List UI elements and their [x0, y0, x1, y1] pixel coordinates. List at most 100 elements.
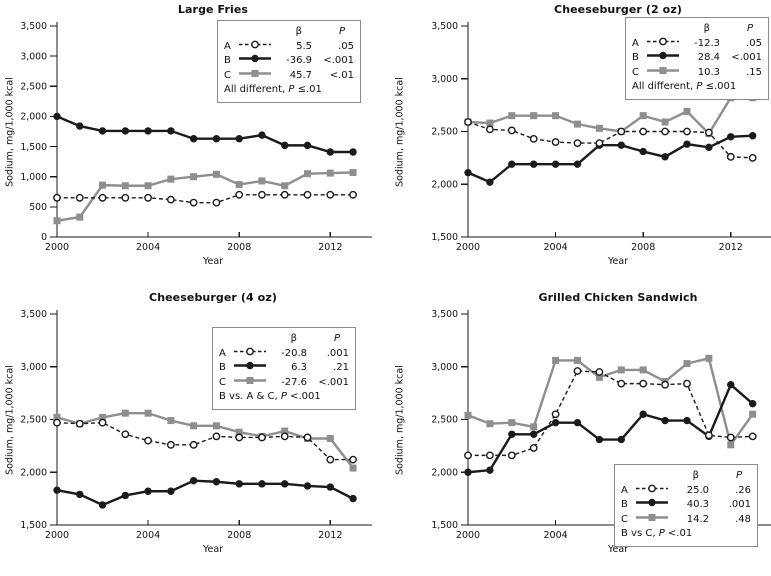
y-tick-label: 2,000 [20, 467, 47, 478]
y-tick-label: 3,000 [20, 362, 47, 373]
legend-series-name: B [224, 55, 231, 66]
legend-beta-value: -27.6 [281, 376, 307, 388]
legend-row-B: B 6.3 .21 [219, 360, 349, 375]
legend-p-value: .26 [735, 484, 751, 496]
legend-beta-header: β [290, 332, 297, 344]
legend-p-header: P [333, 332, 340, 344]
y-tick-label: 1,000 [20, 172, 47, 183]
chart-cheeseburger-2oz: Cheeseburger (2 oz) 1,500 2,000 2,500 3,000… [386, 0, 771, 288]
legend-beta-value: -36.9 [286, 55, 312, 66]
chart-title: Grilled Chicken Sandwich [538, 291, 698, 304]
chart-title: Cheeseburger (4 oz) [149, 291, 277, 304]
x-tick-label: 2000 [45, 530, 69, 541]
legend-marker-dashed-open-circle [239, 40, 271, 48]
x-axis-label: Year [607, 544, 629, 555]
legend-marker-solid-filled-square [636, 513, 668, 521]
legend-p-value: .48 [735, 513, 751, 525]
legend-series-name: C [632, 66, 639, 78]
y-tick-label: 3,500 [20, 309, 47, 320]
x-tick-label: 2000 [456, 242, 480, 253]
legend-box: β P A 25.0.26 B 40.3.001 C 14.2.48 B vs C, P <.0… [614, 464, 758, 547]
y-tick-label: 1,500 [20, 520, 47, 531]
legend-box: β P A -20.8.001 B 6.3.21 C -27.6 <.001 B vs. A & … [212, 327, 356, 410]
x-tick-label: 2004 [543, 242, 567, 253]
legend-beta-value: 5.5 [296, 40, 312, 52]
chart-title: Large Fries [177, 3, 249, 16]
y-axis-label: Sodium, mg/1,000 kcal [4, 364, 16, 475]
x-tick-label: 2012 [719, 242, 743, 253]
legend-beta-value: 14.2 [686, 513, 709, 525]
legend-series-name: A [219, 347, 226, 359]
legend-row-B: B -36.9 <.001 [224, 53, 354, 68]
y-tick-label: 2,500 [20, 81, 47, 92]
legend-marker-solid-filled-circle [234, 361, 266, 370]
series-C [53, 168, 357, 225]
legend-footnote: All different, P ≤.01 [224, 84, 322, 95]
legend-row-A: A 5.5 .05 [224, 39, 354, 54]
plot-area: 1,500 2,000 2,500 3,000 3,500 2000 2004 2008 201… [431, 21, 771, 253]
series-B [53, 112, 357, 156]
legend-series-name: C [219, 376, 226, 388]
legend-beta-value: 45.7 [289, 69, 312, 81]
legend-p-value: <.001 [318, 376, 349, 388]
series-B [53, 476, 357, 509]
legend-p-value: .05 [338, 40, 354, 52]
legend-p-header: P [338, 25, 345, 37]
legend-beta-header: β [703, 22, 710, 34]
x-axis-label: Year [607, 256, 629, 267]
chart-grilled-chicken-sandwich: Grilled Chicken Sandwich 1,500 2,000 2,500… [386, 288, 771, 576]
legend-marker-solid-filled-circle [239, 54, 271, 63]
legend-series-name: A [621, 484, 628, 496]
y-tick-label: 3,500 [20, 21, 47, 32]
legend-row-C: C 45.7 <.01 [224, 68, 354, 83]
y-tick-label: 2,500 [431, 127, 458, 138]
legend-row-A: A -12.3 .05 [632, 36, 762, 51]
x-tick-label: 2000 [45, 242, 69, 253]
y-tick-label: 2,000 [431, 467, 458, 478]
x-tick-label: 2012 [318, 530, 342, 541]
y-tick-label: 2,000 [431, 179, 458, 190]
legend-footnote: B vs. A & C, P <.001 [219, 391, 321, 402]
legend-beta-header: β [692, 469, 699, 481]
series-C [464, 354, 757, 449]
legend-marker-solid-filled-square [647, 66, 679, 74]
legend-series-name: B [632, 52, 639, 63]
y-tick-label: 2,500 [431, 415, 458, 426]
y-tick-label: 1,500 [20, 142, 47, 153]
series-A [464, 118, 757, 162]
y-tick-label: 500 [29, 202, 47, 213]
legend-p-value: <.001 [731, 52, 762, 63]
legend-beta-value: -12.3 [694, 37, 720, 49]
legend-beta-header: β [295, 25, 302, 37]
legend-series-name: C [621, 513, 628, 525]
series-A [464, 367, 757, 460]
legend-beta-value: 10.3 [697, 66, 720, 78]
chart-title: Cheeseburger (2 oz) [554, 3, 682, 16]
legend-marker-dashed-open-circle [647, 37, 679, 45]
y-tick-label: 3,000 [20, 51, 47, 62]
x-axis-label: Year [202, 256, 224, 267]
legend-beta-value: 6.3 [291, 362, 307, 373]
y-tick-label: 3,500 [431, 21, 458, 32]
x-tick-label: 2008 [227, 242, 251, 253]
x-tick-label: 2004 [543, 530, 567, 541]
series-A [53, 418, 357, 464]
legend-p-header: P [746, 22, 753, 34]
y-axis-label: Sodium, mg/1,000 kcal [4, 76, 16, 187]
legend-p-value: <.001 [323, 55, 354, 66]
y-tick-label: 1,500 [431, 232, 458, 243]
legend-marker-dashed-open-circle [636, 484, 668, 492]
y-tick-label: 3,000 [431, 362, 458, 373]
chart-large-fries: Large Fries 0 500 1,000 1,500 2,000 2,500 3,00… [0, 0, 385, 288]
legend-marker-dashed-open-circle [234, 347, 266, 355]
x-tick-label: 2000 [456, 530, 480, 541]
legend-row-B: B 40.3 .001 [621, 497, 751, 512]
legend-row-B: B 28.4 <.001 [632, 50, 762, 65]
series-B [464, 132, 757, 186]
x-tick-label: 2004 [136, 530, 160, 541]
y-tick-label: 1,500 [431, 520, 458, 531]
